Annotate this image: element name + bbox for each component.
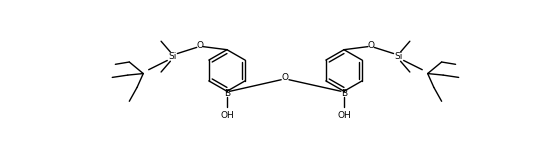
- Text: B: B: [341, 89, 347, 98]
- Text: Si: Si: [169, 52, 177, 61]
- Text: O: O: [196, 41, 203, 50]
- Text: OH: OH: [220, 111, 234, 120]
- Text: O: O: [368, 41, 375, 50]
- Text: B: B: [224, 89, 230, 98]
- Text: O: O: [282, 73, 289, 82]
- Text: Si: Si: [394, 52, 402, 61]
- Text: OH: OH: [337, 111, 351, 120]
